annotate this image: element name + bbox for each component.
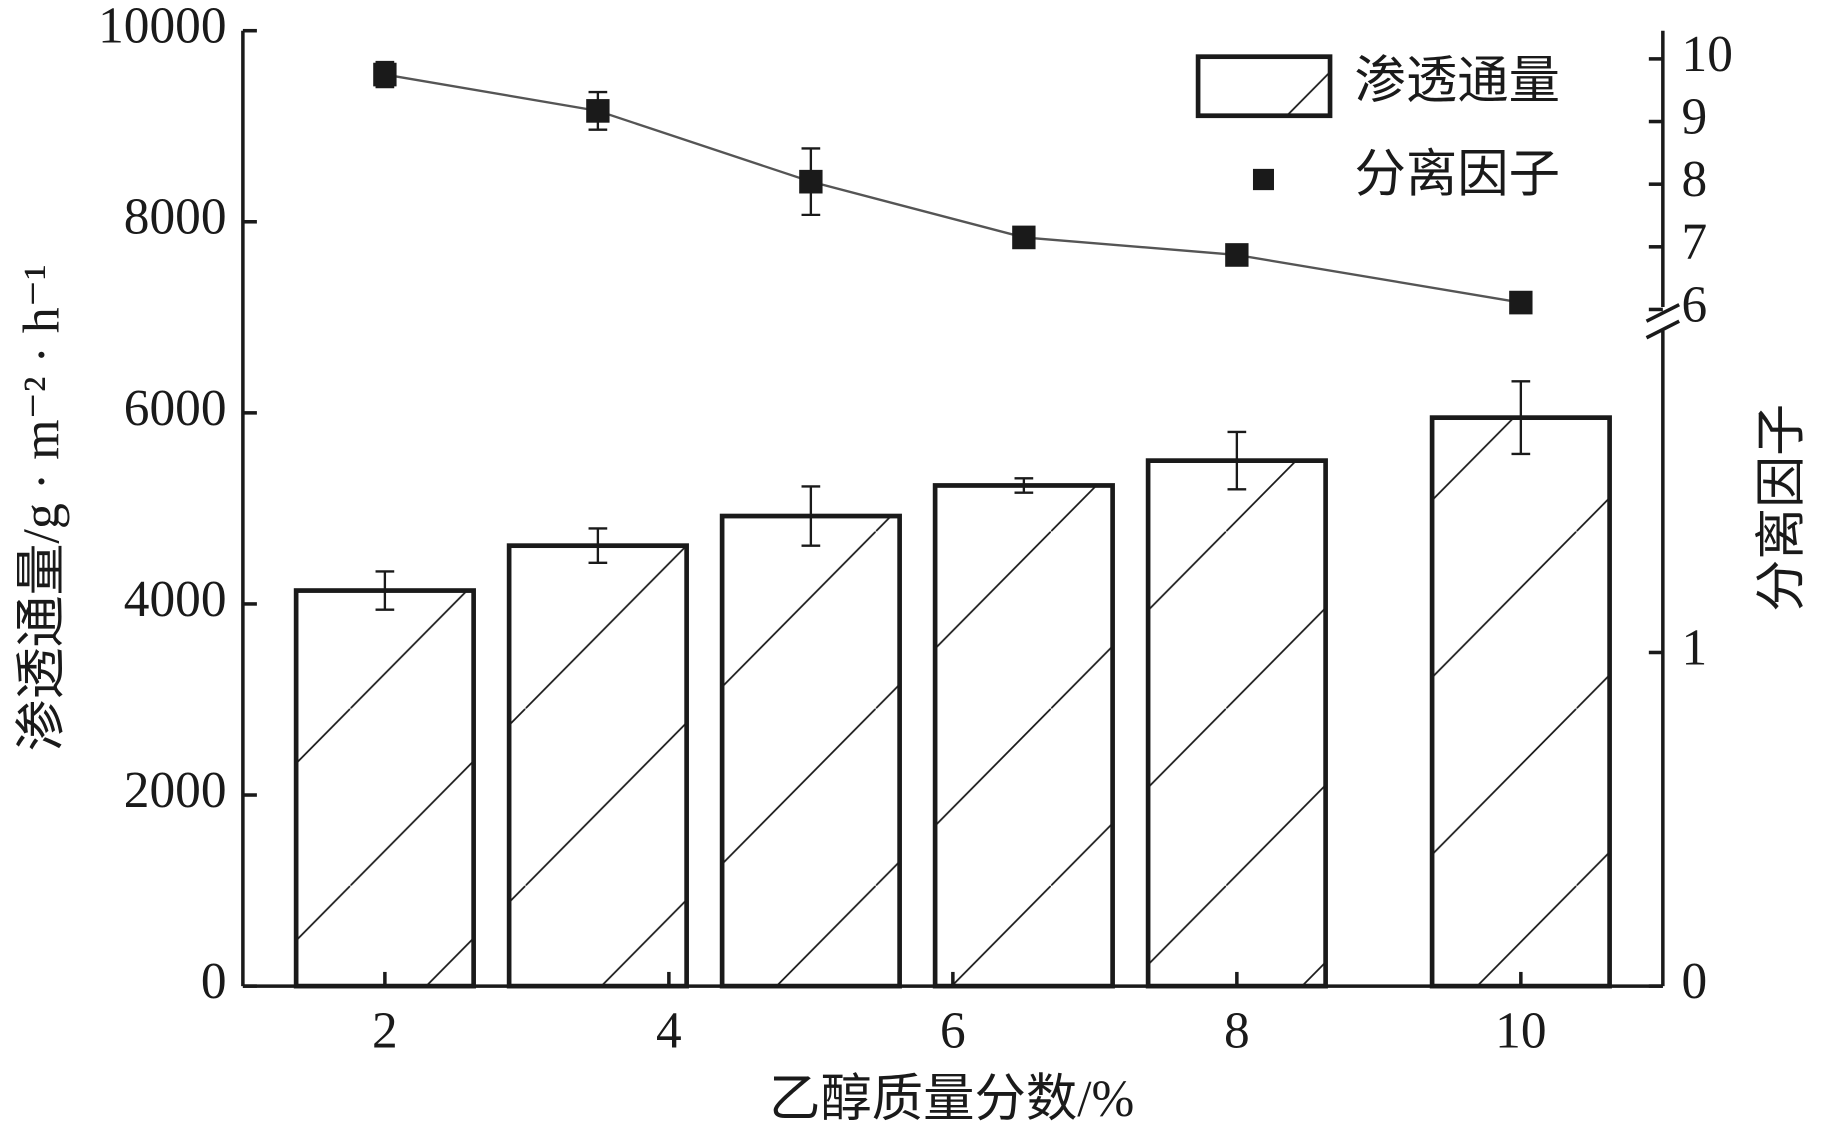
y-tick-label: 6000 (124, 380, 227, 437)
axis-break (1645, 319, 1680, 340)
x-tick-label: 10 (1495, 1002, 1546, 1059)
y2-tick-label: 6 (1682, 276, 1708, 333)
bar (293, 588, 476, 989)
error-bar (1511, 380, 1531, 456)
y2-tick-label: 9 (1682, 88, 1708, 145)
error-bar (1014, 477, 1034, 494)
y-tick-label: 10000 (98, 0, 226, 55)
error-bar (1227, 430, 1247, 491)
y2-tick-label: 10 (1682, 26, 1733, 83)
bar (506, 543, 689, 989)
x-tick-label: 2 (372, 1002, 398, 1059)
y2-axis-label: 分离因子 (1754, 404, 1811, 612)
line (384, 73, 1522, 304)
legend-label: 渗透通量 (1355, 53, 1560, 110)
error-bar (375, 570, 395, 611)
point (1509, 290, 1533, 315)
y2-tick-label: 8 (1682, 151, 1708, 208)
point (799, 169, 823, 194)
x-tick-label: 4 (656, 1002, 682, 1059)
y-tick-label: 8000 (124, 188, 227, 245)
bar (1145, 458, 1328, 989)
y-axis-label: 渗透通量/g · m⁻² · h⁻¹ (14, 264, 71, 751)
legend-swatch (1252, 168, 1274, 191)
y-tick-label: 2000 (124, 762, 227, 819)
legend-label: 分离因子 (1355, 146, 1560, 203)
x-tick-label: 8 (1224, 1002, 1250, 1059)
y-tick-label: 4000 (124, 571, 227, 628)
legend-swatch (1195, 54, 1333, 119)
axis-break (1645, 303, 1680, 323)
x-axis-label: 乙醇质量分数/% (769, 1071, 1134, 1128)
point (1012, 225, 1036, 250)
y-tick-label: 0 (201, 953, 227, 1010)
error-bar (801, 485, 821, 547)
point (586, 99, 610, 123)
bar (1429, 415, 1612, 989)
y2-tick-label: 0 (1682, 953, 1708, 1010)
error-bar (588, 527, 608, 565)
y2-tick-label: 1 (1682, 619, 1708, 676)
y2-tick-label: 7 (1682, 213, 1708, 270)
bar (719, 513, 902, 989)
bar (932, 483, 1115, 989)
point (373, 62, 397, 87)
x-tick-label: 6 (940, 1002, 966, 1059)
point (1225, 243, 1249, 267)
